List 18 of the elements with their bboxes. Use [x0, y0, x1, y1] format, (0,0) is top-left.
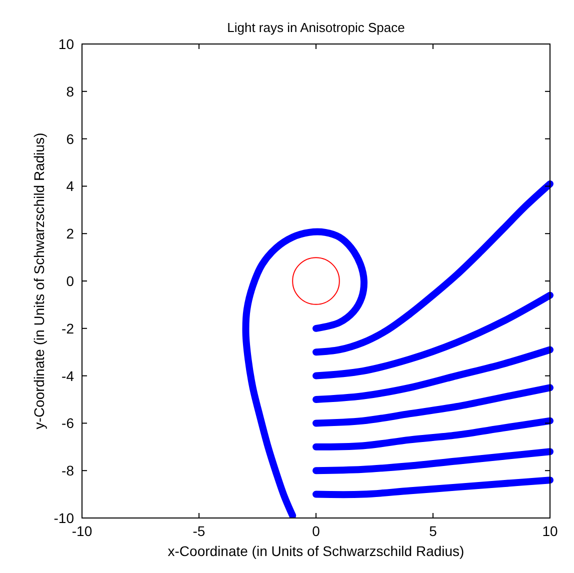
- x-tick-label: 10: [542, 523, 558, 539]
- y-tick-label: -4: [62, 368, 74, 384]
- y-tick-label: 8: [66, 83, 74, 100]
- y-tick-label: -10: [54, 510, 74, 526]
- chart-title: Light rays in Anisotropic Space: [227, 20, 405, 35]
- x-tick-label: 5: [429, 523, 438, 539]
- y-tick-label: 10: [58, 36, 74, 52]
- y-tick-label: 0: [66, 273, 74, 289]
- y-axis-title: y-Coordinate (in Units of Schwarzschild Radius): [31, 132, 47, 430]
- x-tick-label: 0: [312, 523, 320, 539]
- y-tick-label: -6: [62, 415, 74, 432]
- x-tick-label: -5: [192, 523, 206, 539]
- x-axis-title: x-Coordinate (in Units of Schwarzschild Radius): [168, 543, 464, 559]
- y-tick-label: 4: [66, 178, 74, 194]
- y-tick-label: -2: [62, 320, 74, 336]
- y-tick-label: 2: [66, 226, 74, 242]
- y-tick-label: 6: [66, 130, 74, 147]
- y-tick-label: -8: [62, 462, 74, 479]
